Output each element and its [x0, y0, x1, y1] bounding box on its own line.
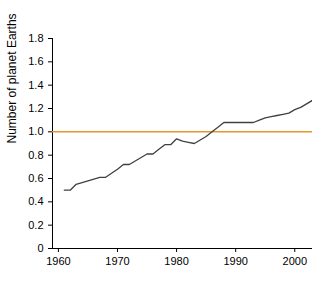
svg-text:0.4: 0.4: [28, 195, 43, 207]
svg-text:1980: 1980: [164, 255, 188, 267]
svg-text:0.8: 0.8: [28, 149, 43, 161]
svg-text:1.4: 1.4: [28, 79, 43, 91]
svg-text:1.8: 1.8: [28, 32, 43, 44]
svg-text:Number of planet Earths: Number of planet Earths: [5, 13, 19, 143]
svg-text:2000: 2000: [283, 255, 307, 267]
svg-text:0: 0: [37, 242, 43, 254]
svg-text:0.2: 0.2: [28, 219, 43, 231]
svg-text:1.0: 1.0: [28, 125, 43, 137]
svg-text:1.2: 1.2: [28, 102, 43, 114]
svg-text:1960: 1960: [46, 255, 70, 267]
svg-text:0.6: 0.6: [28, 172, 43, 184]
svg-text:1.6: 1.6: [28, 55, 43, 67]
svg-text:1970: 1970: [105, 255, 129, 267]
svg-text:1990: 1990: [223, 255, 247, 267]
